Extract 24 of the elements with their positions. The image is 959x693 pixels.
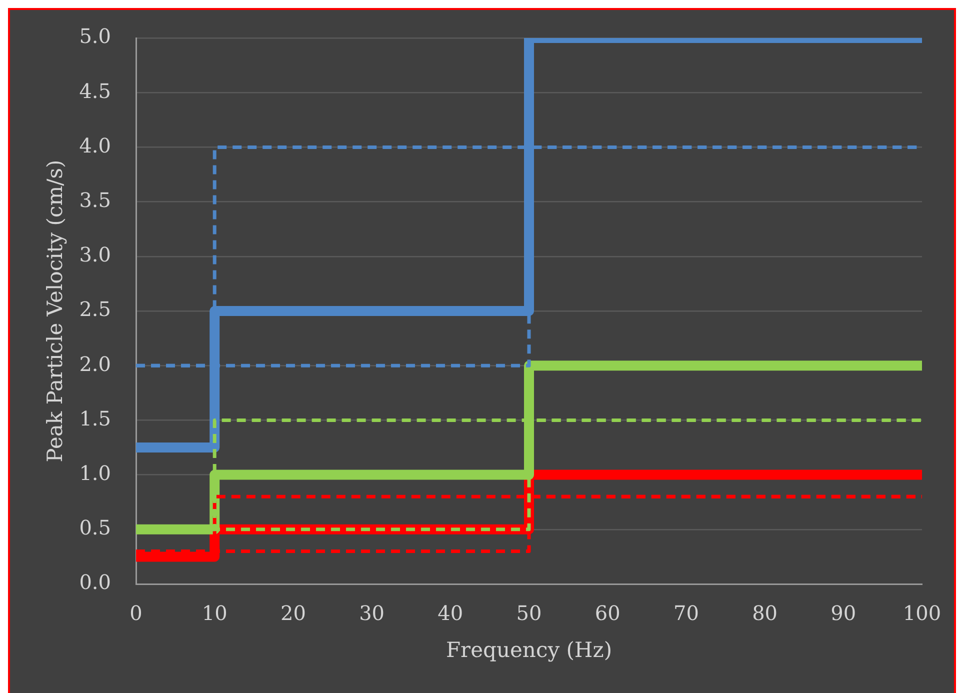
- x-tick-label: 60: [594, 601, 620, 626]
- y-tick-label: 4.5: [79, 78, 111, 103]
- x-tick-label: 50: [516, 601, 542, 626]
- x-axis-title: Frequency (Hz): [446, 638, 612, 662]
- x-tick-label: 40: [438, 601, 464, 626]
- y-tick-label: 3.0: [79, 242, 111, 267]
- y-tick-label: 2.0: [79, 352, 111, 376]
- x-tick-label: 20: [280, 601, 306, 626]
- y-tick-label: 1.0: [79, 461, 111, 486]
- x-tick-label: 10: [202, 601, 228, 626]
- y-tick-label: 4.0: [79, 133, 111, 158]
- y-tick-label: 2.5: [79, 297, 111, 322]
- x-tick-label: 90: [830, 601, 856, 626]
- x-tick-label: 70: [673, 601, 699, 626]
- x-tick-label: 80: [752, 601, 778, 626]
- y-axis-title: Peak Particle Velocity (cm/s): [43, 160, 68, 462]
- x-tick-label: 0: [130, 601, 142, 626]
- y-tick-label: 5.0: [79, 24, 111, 48]
- x-tick-label: 100: [902, 601, 942, 626]
- y-tick-label: 0.5: [79, 516, 111, 540]
- x-tick-label: 30: [359, 601, 385, 626]
- y-tick-label: 1.5: [79, 406, 111, 430]
- y-tick-label: 0.0: [79, 570, 111, 594]
- y-tick-label: 3.5: [79, 188, 111, 212]
